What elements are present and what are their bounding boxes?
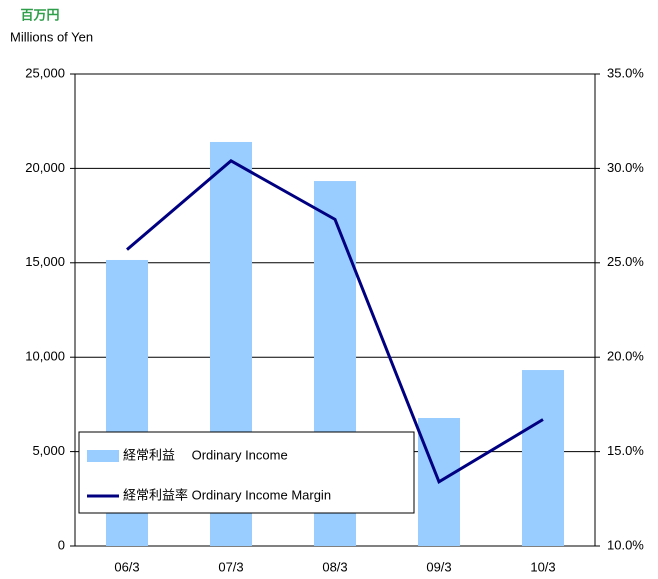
y2-tick-label: 35.0% bbox=[607, 65, 644, 80]
x-tick-label: 09/3 bbox=[426, 559, 451, 574]
y2-tick-label: 10.0% bbox=[607, 537, 644, 552]
y2-tick-label: 20.0% bbox=[607, 349, 644, 364]
y2-tick-label: 30.0% bbox=[607, 160, 644, 175]
unit-label: Millions of Yen bbox=[10, 29, 93, 44]
legend-label: 経常利益率 Ordinary Income Margin bbox=[123, 487, 331, 502]
y-tick-label: 10,000 bbox=[25, 349, 65, 364]
legend-label: 経常利益 Ordinary Income bbox=[123, 447, 288, 462]
y-tick-label: 20,000 bbox=[25, 160, 65, 175]
unit-label-jp: 百万円 bbox=[20, 7, 59, 22]
bar bbox=[522, 370, 564, 546]
y2-tick-label: 15.0% bbox=[607, 443, 644, 458]
y-tick-label: 0 bbox=[58, 537, 65, 552]
line bbox=[126, 159, 544, 485]
legend-swatch bbox=[87, 450, 119, 462]
y2-tick-label: 25.0% bbox=[607, 254, 644, 269]
y-tick-label: 25,000 bbox=[25, 65, 65, 80]
y-tick-label: 15,000 bbox=[25, 254, 65, 269]
legend-box bbox=[78, 431, 415, 514]
x-tick-label: 08/3 bbox=[322, 559, 347, 574]
x-tick-label: 10/3 bbox=[530, 559, 555, 574]
x-tick-label: 06/3 bbox=[114, 559, 139, 574]
y-tick-label: 5,000 bbox=[32, 443, 65, 458]
x-tick-label: 07/3 bbox=[218, 559, 243, 574]
